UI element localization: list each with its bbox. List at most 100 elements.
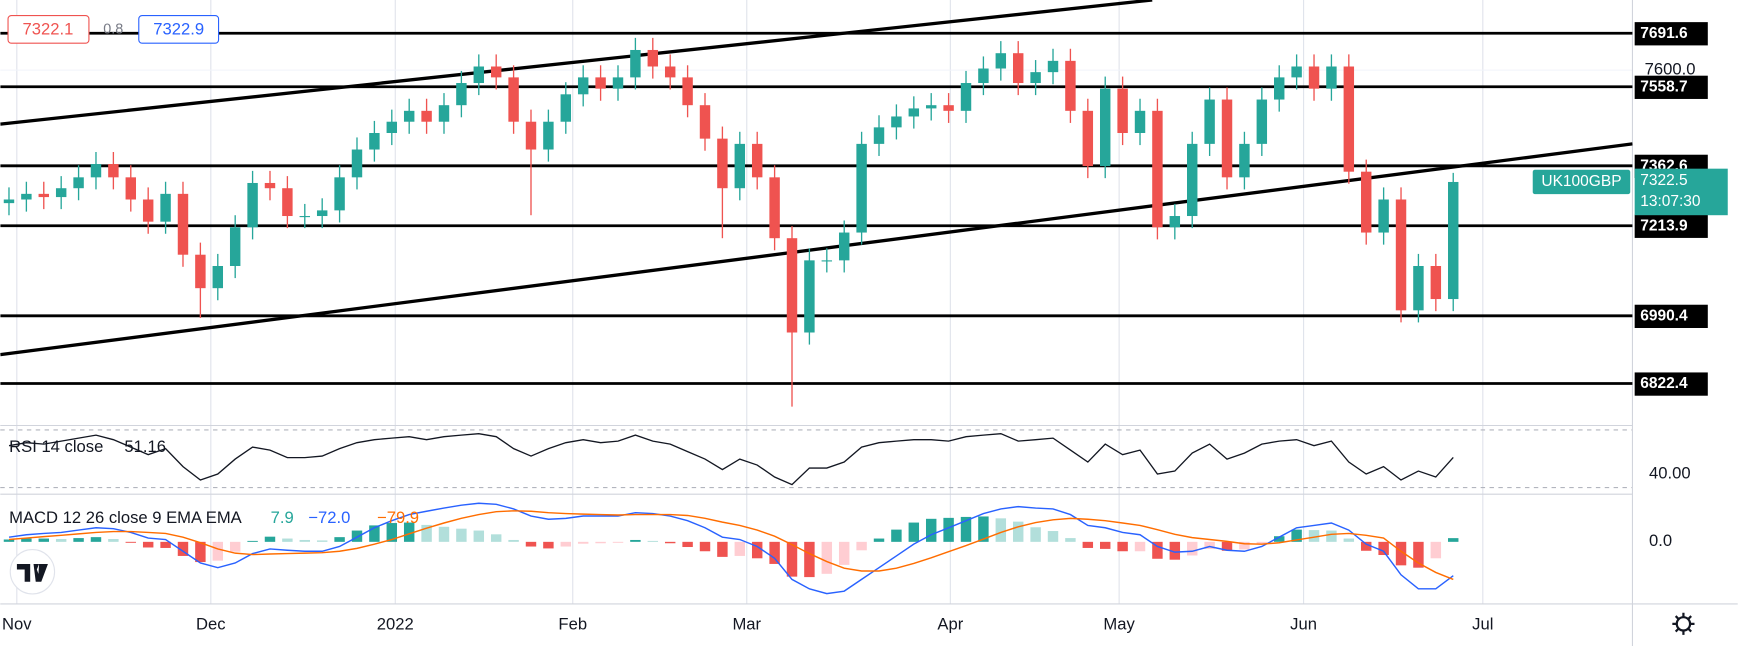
candle-body (108, 164, 119, 178)
candle-body (804, 260, 815, 333)
candle-body (560, 94, 572, 122)
macd-histogram-bar (490, 534, 502, 542)
candle-body (664, 66, 676, 78)
macd-histogram-bar (1047, 531, 1059, 542)
candle-body (525, 121, 537, 150)
macd-histogram-bar (1395, 541, 1407, 566)
candle-body (1430, 265, 1442, 300)
candle-body (891, 116, 902, 128)
logo[interactable] (9, 549, 56, 595)
candle-body (490, 66, 502, 78)
macd-histogram-bar (560, 541, 572, 547)
candle-body (647, 49, 659, 67)
macd-histogram-bar (421, 524, 432, 542)
rsi-legend: RSI 14 close (9, 437, 103, 456)
x-tick-label: Feb (558, 614, 587, 633)
spread: 0.8 (103, 22, 123, 38)
macd-histogram-bar (1152, 541, 1163, 559)
rsi-line (8, 433, 1454, 486)
trendline (0, 0, 1153, 126)
candle-body (943, 105, 954, 111)
macd-histogram-bar (1326, 530, 1337, 542)
macd-histogram-bar (125, 541, 137, 543)
macd-histogram-bar (473, 530, 485, 542)
candle-body (38, 193, 50, 198)
level-label: 7691.6 (1640, 25, 1688, 42)
macd-histogram-bar (1239, 541, 1250, 550)
candle-body (160, 193, 171, 222)
macd-histogram-bar (73, 538, 84, 542)
macd-tick-label: 0.0 (1649, 531, 1672, 550)
macd-histogram-bar (108, 539, 119, 542)
ask-box[interactable] (138, 14, 220, 44)
macd-histogram-bar (1099, 541, 1111, 549)
bid-box[interactable] (7, 14, 90, 44)
macd-histogram-bar (577, 541, 589, 544)
candle-body (1448, 181, 1459, 300)
x-tick-label: 2022 (377, 614, 414, 633)
candle-body (1413, 265, 1424, 311)
candle-body (386, 121, 398, 133)
macd-histogram-bar (1065, 538, 1076, 542)
macd-histogram-bar (1221, 541, 1233, 551)
settings-icon[interactable] (1672, 612, 1695, 635)
candle-body (282, 188, 293, 217)
candle-body (247, 182, 258, 228)
macd-histogram-bar (1430, 541, 1442, 559)
candle-body (299, 216, 311, 218)
level-label: 6822.4 (1640, 375, 1688, 392)
macd-legend: MACD 12 26 close 9 EMA EMA (9, 508, 243, 527)
level-label: 7213.9 (1640, 217, 1688, 234)
macd-histogram-bar (873, 538, 885, 542)
macd-histogram-bar (264, 536, 276, 542)
candle-body (1117, 88, 1128, 133)
signal-line (8, 510, 1454, 581)
level-label-box (1634, 214, 1708, 238)
candle-body (55, 188, 67, 198)
x-tick-label: Apr (937, 614, 963, 633)
candle-body (1099, 88, 1111, 167)
macd-pane (3, 502, 1459, 595)
rsi-pane (8, 433, 1454, 486)
macd-histogram-bar (1204, 541, 1215, 549)
level-label-box (1634, 75, 1708, 99)
macd-histogram-bar (1117, 541, 1128, 552)
candle-body (612, 77, 624, 89)
candle-body (1343, 66, 1355, 172)
candle-body (543, 121, 554, 150)
x-tick-label: Nov (2, 614, 32, 633)
candle-body (403, 110, 415, 122)
macd-histogram-bar (282, 538, 293, 542)
candle-body (21, 193, 32, 200)
macd-histogram-bar (508, 539, 519, 542)
candle-body (1256, 99, 1268, 144)
macd-histogram-bar (456, 528, 467, 542)
rsi-legend-value: 51.16 (124, 437, 166, 456)
candle-body (734, 143, 746, 189)
macd-histogram-bar (3, 539, 15, 542)
candle-body (1152, 110, 1163, 228)
macd-histogram-bar (699, 541, 711, 552)
candle-body (508, 77, 519, 122)
candle-body (960, 83, 972, 111)
x-tick-label: Jul (1472, 614, 1493, 633)
macd-histogram-bar (612, 541, 624, 543)
level-label-box (1634, 372, 1708, 396)
macd-histogram-bar (1291, 529, 1302, 542)
candle-body (1047, 60, 1059, 73)
x-tick-label: Dec (196, 614, 226, 633)
macd-histogram-bar (38, 538, 50, 542)
macd-histogram-bar (438, 526, 450, 542)
candle-body (630, 49, 641, 78)
price-tag-countdown: 13:07:30 (1640, 193, 1701, 210)
candle-body (264, 182, 276, 189)
candle-body (786, 238, 798, 333)
candle-body (438, 105, 450, 122)
macd-legend-macd: −72.0 (308, 508, 350, 527)
macd-histogram-bar (1082, 541, 1094, 548)
candle-body (334, 177, 345, 211)
level-label-box (1634, 304, 1708, 329)
macd-histogram-bar (299, 539, 311, 542)
candle-body (73, 177, 84, 189)
